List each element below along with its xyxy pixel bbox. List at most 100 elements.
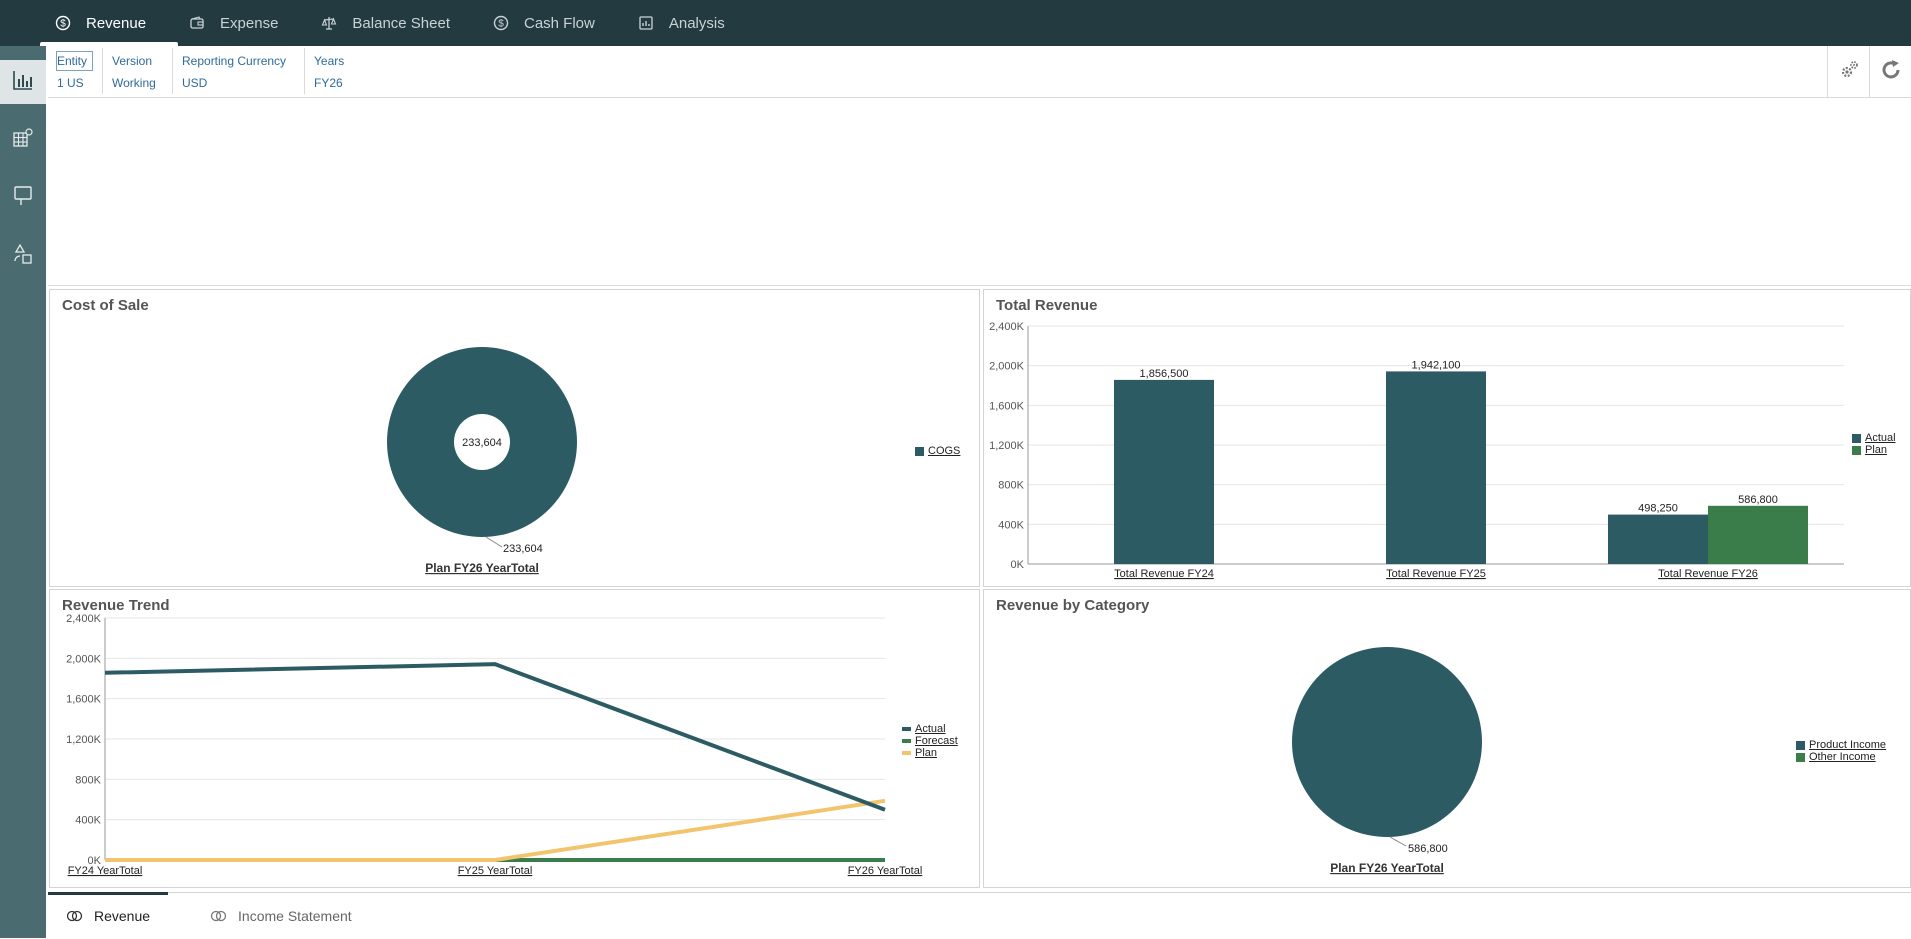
pov-header: Reporting Currency: [182, 54, 287, 68]
dollar-circle-icon: $: [52, 12, 74, 34]
pie-axis-label[interactable]: Plan FY26 YearTotal: [425, 561, 539, 575]
bar-plan[interactable]: [1708, 505, 1808, 564]
legend-label: Plan: [915, 747, 938, 759]
legend-item-forecast[interactable]: Forecast: [902, 735, 958, 747]
legend-label: Other Income: [1809, 751, 1876, 763]
panel-revenue-by-category: Revenue by Category 586,800 Plan FY26 Ye…: [983, 589, 1911, 888]
tab-label: Revenue: [86, 14, 147, 32]
cards-icon: [66, 909, 84, 923]
x-tick-label[interactable]: FY24 YearTotal: [68, 865, 143, 877]
panel-cost-of-sale: Cost of Sale 233,604 233,604 Plan FY26 Y…: [49, 289, 980, 587]
tab-label: Income Statement: [238, 907, 352, 924]
slice-label: 586,800: [1408, 843, 1448, 855]
rail-item-shapes[interactable]: [0, 234, 46, 278]
legend: Actual Forecast Plan: [902, 723, 958, 759]
revenue-trend-chart: 0K 400K 800K 1,200K 1,600K 2,000K 2,400K FY24 Y…: [66, 613, 923, 877]
rail-item-grid[interactable]: [0, 118, 46, 162]
pov-entity[interactable]: Entity 1 US: [48, 48, 103, 94]
legend-item-plan[interactable]: Plan: [902, 747, 958, 759]
grid-settings-icon: [11, 126, 35, 155]
tab-analysis[interactable]: Analysis: [635, 0, 745, 46]
pov-value[interactable]: Working: [112, 76, 156, 90]
legend-label: Actual: [915, 723, 946, 735]
refresh-icon: [1879, 58, 1903, 87]
legend-item-cogs[interactable]: COGS: [915, 445, 960, 457]
legend-item-product-income[interactable]: Product Income: [1796, 739, 1886, 751]
x-tick-label[interactable]: Total Revenue FY26: [1658, 568, 1758, 580]
line-series-actual[interactable]: [104, 662, 886, 812]
tab-label: Balance Sheet: [352, 14, 450, 32]
legend-label: Actual: [1865, 432, 1896, 444]
refresh-button[interactable]: [1869, 46, 1911, 98]
legend-swatch: [902, 739, 911, 743]
bar-actual[interactable]: [1608, 514, 1708, 564]
rail-item-charts[interactable]: [0, 60, 46, 104]
pov-value[interactable]: USD: [182, 76, 208, 90]
legend-swatch: [1796, 752, 1805, 762]
panel-title: Revenue by Category: [996, 597, 1150, 614]
slice-leader-line: [485, 536, 503, 548]
shapes-icon: [11, 242, 35, 271]
legend-item-actual[interactable]: Actual: [902, 723, 958, 735]
slice-label: 233,604: [503, 543, 543, 555]
panel-total-revenue: Total Revenue 0K 400K 800K 1,200K 1,600K 2,00…: [983, 289, 1911, 587]
legend-swatch: [902, 727, 911, 731]
pov-reporting-currency[interactable]: Reporting Currency USD: [173, 48, 305, 94]
pov-value[interactable]: FY26: [314, 76, 343, 90]
y-tick-label: 400K: [75, 815, 101, 827]
bottom-tab-revenue[interactable]: Revenue: [48, 891, 169, 939]
data-label: 586,800: [1738, 494, 1778, 506]
rail-item-board[interactable]: [0, 176, 46, 220]
pov-value[interactable]: 1 US: [57, 76, 84, 90]
legend-item-other-income[interactable]: Other Income: [1796, 751, 1886, 763]
scale-icon: [318, 12, 340, 34]
data-label: 1,942,100: [1412, 359, 1461, 371]
pie-axis-label[interactable]: Plan FY26 YearTotal: [1330, 861, 1444, 875]
total-revenue-chart: 0K 400K 800K 1,200K 1,600K 2,000K 2,400K 1,856,…: [989, 321, 1844, 580]
legend-label: Plan: [1865, 444, 1888, 456]
bottom-tab-bar: Revenue Income Statement: [48, 891, 1911, 939]
y-tick-label: 1,600K: [989, 400, 1025, 412]
legend: Actual Plan: [1852, 432, 1896, 456]
data-label: 1,856,500: [1140, 368, 1189, 380]
x-tick-label[interactable]: Total Revenue FY25: [1386, 568, 1486, 580]
legend-item-plan[interactable]: Plan: [1852, 444, 1896, 456]
pie-slice-product-income[interactable]: [1292, 647, 1482, 837]
legend-swatch: [1852, 433, 1861, 443]
legend-item-actual[interactable]: Actual: [1852, 432, 1896, 444]
svg-text:$: $: [498, 19, 504, 30]
slice-leader-line: [1389, 836, 1407, 847]
line-series-plan[interactable]: [105, 798, 886, 862]
legend-swatch: [915, 446, 924, 456]
bar-actual[interactable]: [1386, 371, 1486, 564]
panel-revenue-trend: Revenue Trend 0K 400K 800K 1,200K 1,600K 2,00…: [49, 589, 980, 888]
tab-label: Analysis: [668, 14, 725, 32]
x-tick-label[interactable]: Total Revenue FY24: [1114, 568, 1214, 580]
tab-expense[interactable]: Expense: [186, 0, 298, 46]
svg-text:$: $: [60, 19, 66, 30]
x-tick-label[interactable]: FY25 YearTotal: [458, 865, 533, 877]
y-tick-label: 0K: [88, 855, 102, 867]
donut-center-label: 233,604: [462, 437, 502, 449]
legend-swatch: [902, 751, 911, 755]
tab-cash-flow[interactable]: $ Cash Flow: [490, 0, 615, 46]
report-icon: [635, 12, 657, 34]
top-navigation: $ Revenue Expense Balance Sheet $ Cash F…: [0, 0, 1911, 46]
legend: COGS: [915, 445, 960, 457]
bottom-tab-income-statement[interactable]: Income Statement: [192, 893, 370, 939]
settings-button[interactable]: [1827, 46, 1869, 98]
legend-label: COGS: [928, 445, 961, 457]
pov-bar: Entity 1 US Version Working Reporting Cu…: [48, 46, 1911, 98]
y-tick-label: 0K: [1011, 559, 1025, 571]
bar-actual[interactable]: [1114, 379, 1214, 564]
tab-revenue[interactable]: $ Revenue: [39, 0, 179, 46]
panel-title: Total Revenue: [996, 297, 1098, 314]
tab-balance-sheet[interactable]: Balance Sheet: [318, 0, 470, 46]
pov-version[interactable]: Version Working: [103, 48, 173, 94]
wallet-icon: [186, 12, 208, 34]
y-tick-label: 2,000K: [989, 361, 1025, 373]
x-tick-label[interactable]: FY26 YearTotal: [848, 865, 923, 877]
dashboard-board-icon: [11, 184, 35, 213]
pov-years[interactable]: Years FY26: [305, 48, 365, 94]
tab-label: Cash Flow: [524, 14, 595, 32]
